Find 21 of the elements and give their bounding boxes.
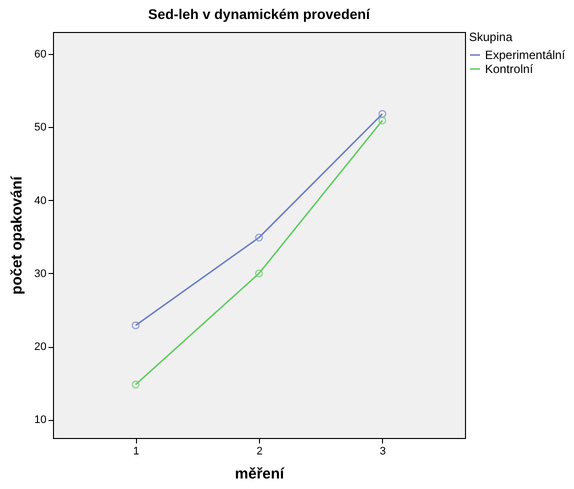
legend-label: Experimentální bbox=[485, 48, 566, 62]
y-tick-label: 60 bbox=[34, 48, 46, 60]
point bbox=[378, 116, 386, 124]
point bbox=[378, 110, 386, 118]
point bbox=[132, 380, 140, 389]
x-tick-label: 3 bbox=[380, 446, 386, 458]
legend-title: Skupina bbox=[469, 30, 513, 44]
y-tick-label: 40 bbox=[34, 194, 46, 207]
x-tick-label: 2 bbox=[256, 446, 263, 458]
y-tick-label: 10 bbox=[34, 414, 46, 426]
chart-title: Sed-leh v dynamickém provedení bbox=[148, 6, 371, 22]
y-tick-label: 30 bbox=[34, 268, 46, 280]
point bbox=[132, 321, 140, 330]
y-tick-label: 20 bbox=[34, 341, 46, 354]
y-tick-label: 50 bbox=[34, 122, 46, 134]
legend-label: Kontrolní bbox=[485, 62, 534, 76]
point bbox=[255, 234, 263, 242]
x-tick-label: 1 bbox=[133, 446, 140, 458]
point bbox=[255, 269, 263, 278]
x-axis-title: měření bbox=[234, 466, 285, 482]
y-axis-title: počet opakování bbox=[8, 175, 26, 295]
